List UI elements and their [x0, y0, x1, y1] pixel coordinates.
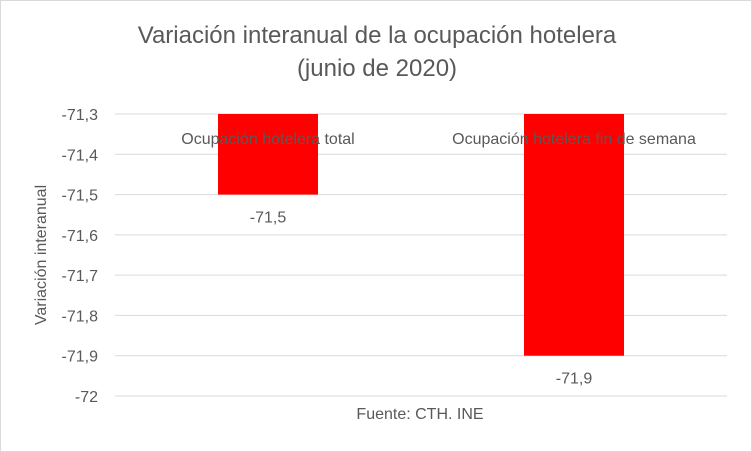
x-axis-label: Fuente: CTH. INE [356, 406, 483, 423]
bars [218, 114, 624, 356]
y-tick-label: -71,3 [62, 107, 99, 124]
category-label: Ocupación hotelera total [181, 131, 354, 148]
y-tick-label: -71,4 [62, 147, 99, 164]
bar [524, 114, 624, 356]
y-tick-label: -71,5 [62, 188, 99, 205]
category-labels: Ocupación hotelera total Ocupación hotele… [181, 131, 696, 148]
category-label: Ocupación hotelera fin de semana [452, 131, 696, 148]
y-tick-labels: -71,3 -71,4 -71,5 -71,6 -71,7 -71,8 -71,9 -72 [62, 107, 99, 406]
y-tick-label: -72 [75, 389, 98, 406]
data-labels: -71,5 -71,9 [250, 210, 593, 388]
y-tick-label: -71,6 [62, 228, 99, 245]
data-label: -71,9 [556, 371, 593, 388]
gridlines [115, 113, 727, 397]
y-tick-label: -71,8 [62, 308, 99, 325]
chart-title-line-1: Variación interanual de la ocupación hot… [137, 22, 617, 49]
chart-title-line-2: (junio de 2020) [296, 55, 458, 82]
bar [218, 114, 318, 195]
y-axis-label: Variación interanual [33, 185, 50, 325]
chart-title: Variación interanual de la ocupación hot… [1, 19, 752, 85]
y-tick-label: -71,9 [62, 349, 99, 366]
data-label: -71,5 [250, 210, 287, 227]
y-tick-label: -71,7 [62, 268, 99, 285]
